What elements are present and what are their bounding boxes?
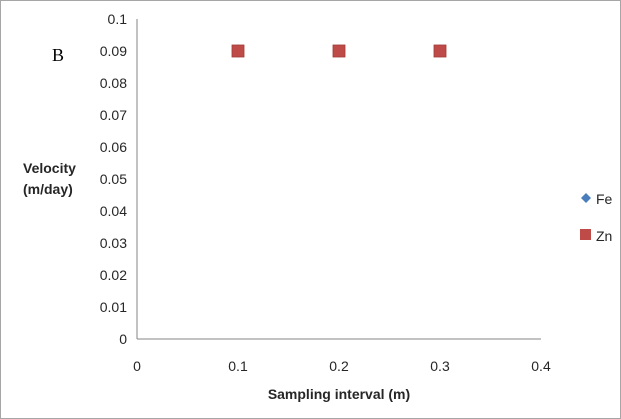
legend-marker-fe xyxy=(581,193,591,203)
x-tick-label: 0 xyxy=(133,358,141,374)
x-tick-labels: 0 0.1 0.2 0.3 0.4 xyxy=(133,358,551,374)
y-axis-title-line-1: Velocity xyxy=(23,160,76,176)
legend-item-zn: Zn xyxy=(580,228,612,244)
axes xyxy=(136,19,541,340)
y-tick-label: 0.07 xyxy=(100,107,127,123)
x-tick-label: 0.4 xyxy=(531,358,551,374)
y-tick-label: 0.02 xyxy=(100,267,127,283)
legend-item-fe: Fe xyxy=(581,191,613,207)
legend-label-zn: Zn xyxy=(596,228,612,244)
data-points xyxy=(231,44,447,58)
legend-marker-zn xyxy=(580,229,591,240)
data-point-zn xyxy=(231,44,245,58)
y-tick-label: 0.1 xyxy=(108,11,128,27)
y-tick-label: 0.09 xyxy=(100,43,127,59)
y-tick-label: 0.06 xyxy=(100,139,127,155)
panel-letter: B xyxy=(52,45,64,65)
y-tick-label: 0 xyxy=(119,331,127,347)
y-tick-label: 0.01 xyxy=(100,299,127,315)
y-tick-label: 0.03 xyxy=(100,235,127,251)
y-tick-label: 0.04 xyxy=(100,203,127,219)
data-point-zn xyxy=(433,44,447,58)
y-tick-label: 0.08 xyxy=(100,75,127,91)
legend-label-fe: Fe xyxy=(596,191,613,207)
x-tick-label: 0.3 xyxy=(430,358,450,374)
y-axis-title-line-2: (m/day) xyxy=(23,181,73,197)
x-tick-label: 0.1 xyxy=(228,358,248,374)
x-tick-label: 0.2 xyxy=(329,358,349,374)
y-tick-labels: 0 0.01 0.02 0.03 0.04 0.05 0.06 0.07 0.08 0.09 0.1 xyxy=(100,11,127,347)
data-point-zn xyxy=(332,44,346,58)
x-axis-title: Sampling interval (m) xyxy=(268,386,410,402)
legend: Fe Zn xyxy=(580,191,613,244)
y-tick-label: 0.05 xyxy=(100,171,127,187)
